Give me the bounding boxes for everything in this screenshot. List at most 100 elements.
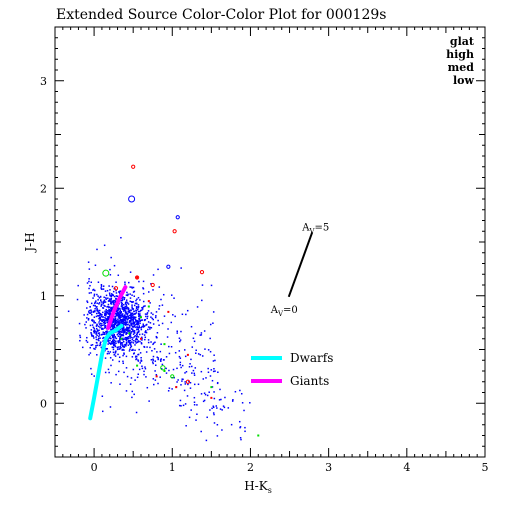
data-point xyxy=(149,346,151,349)
data-point xyxy=(132,316,135,318)
data-point xyxy=(191,372,193,374)
data-point xyxy=(119,319,122,321)
data-point xyxy=(112,290,115,293)
data-point xyxy=(212,412,215,414)
data-point xyxy=(111,320,114,323)
data-point xyxy=(97,339,99,341)
data-point xyxy=(203,330,206,332)
data-point xyxy=(133,330,136,332)
data-point xyxy=(129,346,132,349)
data-point xyxy=(79,334,81,337)
data-point xyxy=(109,294,111,296)
data-point xyxy=(124,343,126,346)
data-point xyxy=(147,300,150,303)
data-point xyxy=(153,348,156,350)
data-point xyxy=(107,368,110,371)
data-point xyxy=(119,383,121,385)
data-point xyxy=(112,318,115,320)
data-point xyxy=(125,339,128,342)
data-point xyxy=(99,341,102,344)
data-point xyxy=(128,311,130,313)
data-point xyxy=(141,367,144,370)
data-point xyxy=(132,342,135,344)
data-point xyxy=(240,438,242,441)
loci-key: Dwarfs Giants xyxy=(251,351,333,388)
data-point xyxy=(114,300,117,302)
data-point xyxy=(186,309,189,312)
data-point xyxy=(108,312,111,314)
data-point xyxy=(111,346,114,348)
data-point xyxy=(91,344,94,346)
data-point xyxy=(113,324,115,326)
data-point xyxy=(112,348,115,351)
data-point xyxy=(127,308,129,310)
data-point xyxy=(207,371,210,374)
data-point xyxy=(239,426,241,429)
data-point xyxy=(241,402,244,404)
data-point xyxy=(123,307,126,309)
data-point xyxy=(222,405,225,407)
data-point xyxy=(154,341,156,344)
data-point xyxy=(93,293,96,296)
data-point xyxy=(137,306,140,308)
data-point xyxy=(110,301,112,303)
data-point xyxy=(117,312,120,315)
data-point xyxy=(200,334,203,336)
data-point xyxy=(178,355,181,358)
data-point xyxy=(135,337,138,340)
data-point xyxy=(107,343,109,345)
data-point xyxy=(179,399,182,402)
data-point xyxy=(136,298,138,300)
data-point xyxy=(124,283,126,285)
data-point xyxy=(126,294,129,297)
data-point xyxy=(117,346,120,348)
data-point xyxy=(116,307,119,310)
data-point xyxy=(93,320,95,322)
data-point xyxy=(106,319,109,322)
data-point xyxy=(110,298,112,301)
data-point xyxy=(126,323,128,326)
marker-circle xyxy=(102,269,110,277)
x-axis-label: H-Ks xyxy=(244,479,272,495)
data-point xyxy=(120,330,122,333)
data-point xyxy=(148,400,150,402)
data-point xyxy=(111,300,113,302)
data-point xyxy=(156,356,159,359)
data-point xyxy=(205,439,208,442)
data-point xyxy=(204,393,207,396)
data-point xyxy=(117,353,119,356)
data-point xyxy=(98,334,101,336)
data-point xyxy=(100,287,102,289)
x-tick-label: 2 xyxy=(247,461,254,474)
data-point xyxy=(160,343,162,345)
data-point xyxy=(192,337,195,340)
data-point xyxy=(122,303,125,306)
data-point xyxy=(141,339,143,341)
data-point xyxy=(128,321,131,324)
av-zero-label-value: =0 xyxy=(283,305,298,316)
data-point xyxy=(109,406,112,408)
data-point xyxy=(131,304,133,306)
data-point xyxy=(126,315,129,317)
data-point xyxy=(180,366,182,369)
data-point xyxy=(107,339,109,342)
data-point xyxy=(138,319,141,321)
data-point xyxy=(112,306,115,308)
data-point xyxy=(92,288,95,291)
data-point xyxy=(97,299,99,301)
data-point xyxy=(89,284,91,287)
data-point xyxy=(88,292,91,294)
data-point xyxy=(89,324,92,327)
data-point xyxy=(144,336,147,339)
data-point xyxy=(118,320,120,322)
data-point xyxy=(124,301,127,304)
x-axis-label-main: H-K xyxy=(244,479,269,493)
data-point xyxy=(139,320,141,322)
data-point xyxy=(100,288,103,290)
data-point xyxy=(128,320,131,323)
data-point xyxy=(118,311,121,313)
data-point xyxy=(104,326,107,329)
data-point xyxy=(154,364,157,366)
data-point xyxy=(179,364,182,366)
data-point xyxy=(103,304,105,307)
